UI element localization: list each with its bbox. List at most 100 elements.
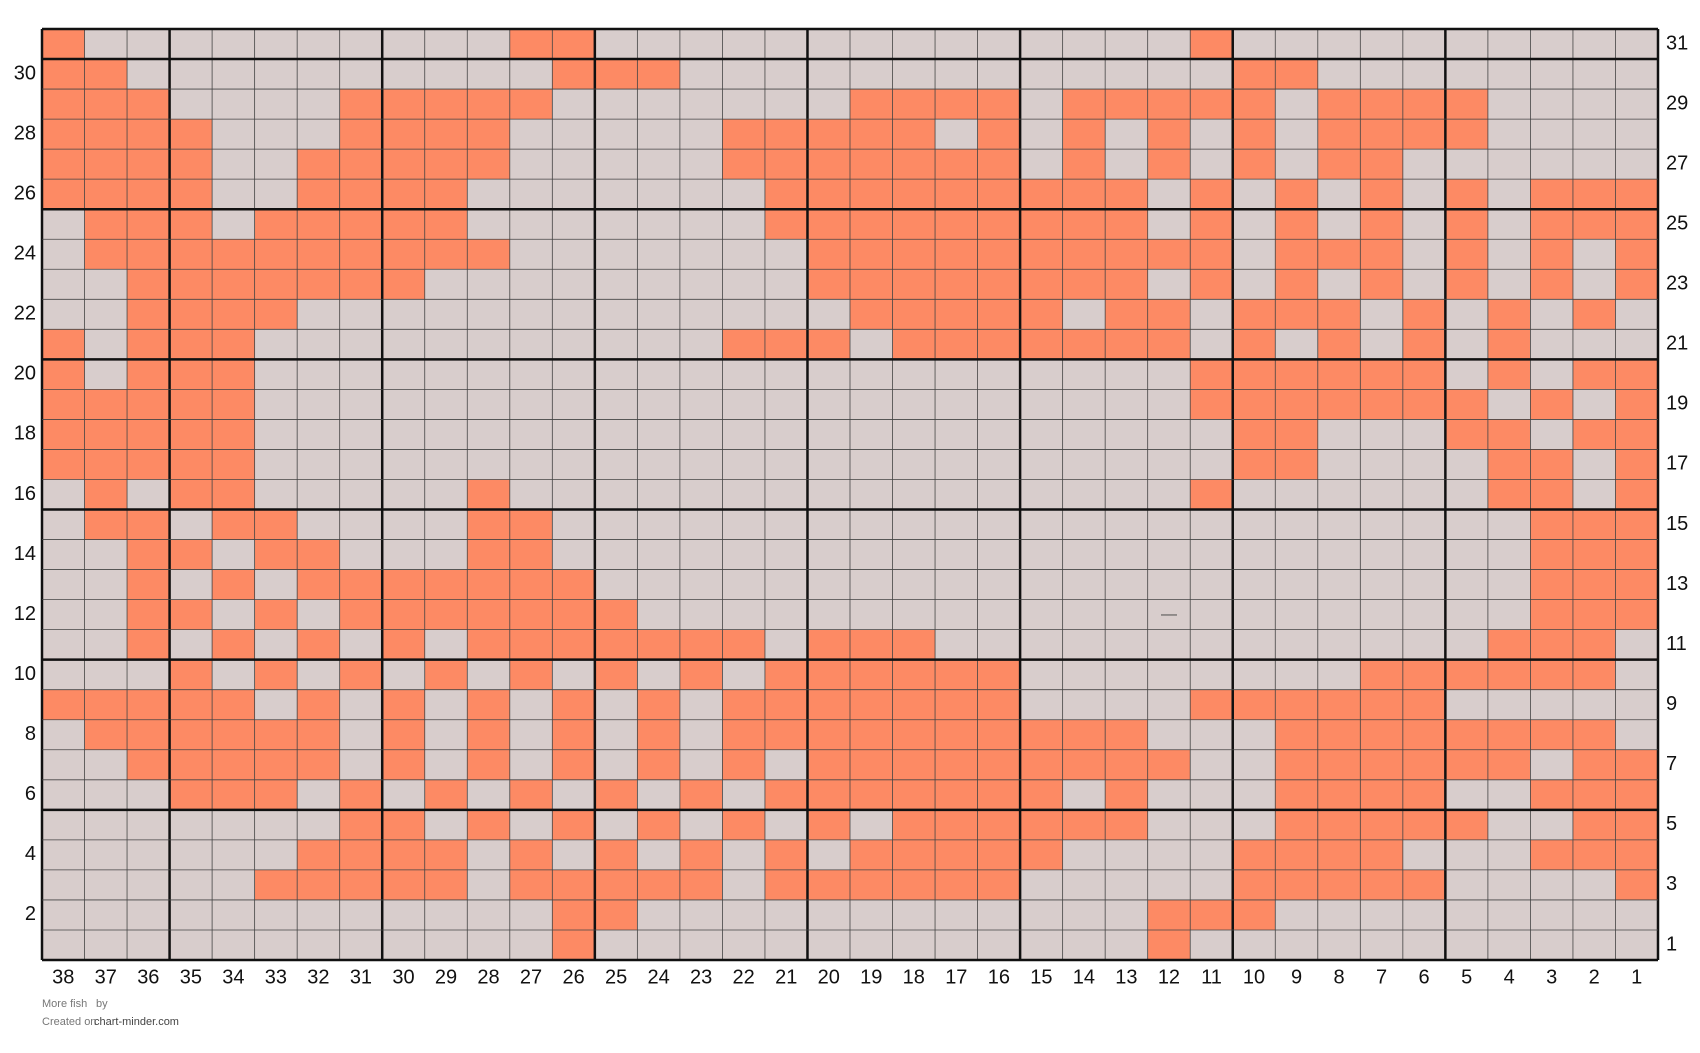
cell (679, 449, 723, 480)
cell (297, 299, 340, 330)
cell (1402, 209, 1446, 240)
cell (1360, 659, 1403, 690)
cell (339, 839, 383, 870)
cell (382, 689, 425, 720)
cell (212, 779, 255, 810)
cell (764, 119, 808, 150)
cell (467, 569, 510, 600)
cell (722, 839, 765, 870)
cell (977, 509, 1021, 540)
cell (552, 119, 595, 150)
cell (1232, 479, 1276, 510)
cell (594, 149, 638, 180)
cell (1105, 269, 1148, 300)
cell (807, 59, 850, 90)
cell (637, 509, 680, 540)
cell (297, 539, 340, 570)
cell (254, 659, 298, 690)
cell (722, 719, 765, 750)
cell (1530, 839, 1573, 870)
cell (1232, 719, 1276, 750)
cell (509, 389, 553, 420)
cell (1105, 179, 1148, 210)
cell (850, 119, 893, 150)
cell (254, 269, 298, 300)
cell (1190, 719, 1233, 750)
cell (467, 149, 510, 180)
column-label: 30 (392, 966, 414, 988)
cell (1445, 389, 1488, 420)
cell (212, 749, 255, 780)
column-label: 19 (860, 966, 882, 988)
cell (850, 209, 893, 240)
cell (594, 719, 638, 750)
cell (679, 749, 723, 780)
cell (1105, 509, 1148, 540)
cell (212, 299, 255, 330)
cell (679, 869, 723, 900)
cell (594, 809, 638, 840)
cell (1190, 749, 1233, 780)
cell (42, 119, 85, 150)
cell (552, 59, 595, 90)
cell (509, 809, 553, 840)
cell (212, 269, 255, 300)
cell (594, 449, 638, 480)
cell (1360, 239, 1403, 270)
cell (637, 149, 680, 180)
cell (1317, 389, 1361, 420)
cell (1445, 449, 1488, 480)
cell (169, 929, 213, 960)
cell (1402, 179, 1446, 210)
cell (722, 869, 765, 900)
cell (424, 449, 468, 480)
cell (169, 119, 213, 150)
cell (594, 479, 638, 510)
cell (807, 29, 850, 60)
cell (1360, 359, 1403, 390)
cell (127, 299, 170, 330)
cell (1487, 389, 1531, 420)
cell (1275, 299, 1318, 330)
cell (1232, 869, 1276, 900)
cell (467, 719, 510, 750)
cell (1105, 599, 1148, 630)
cell (1275, 269, 1318, 300)
cell (424, 599, 468, 630)
cell (552, 479, 595, 510)
cell (1360, 419, 1403, 450)
cell (467, 659, 510, 690)
cell (1317, 479, 1361, 510)
cell (212, 629, 255, 660)
cell (552, 719, 595, 750)
cell (1147, 419, 1191, 450)
cell (1190, 209, 1233, 240)
cell (84, 749, 128, 780)
cell (1062, 149, 1106, 180)
cell (1445, 89, 1488, 120)
cell (977, 599, 1021, 630)
cell (1487, 209, 1531, 240)
cell (850, 629, 893, 660)
cell (1487, 719, 1531, 750)
cell (1402, 719, 1446, 750)
cell (84, 629, 128, 660)
cell (42, 899, 85, 930)
cell (1530, 569, 1573, 600)
cell (509, 419, 553, 450)
cell (509, 929, 553, 960)
cell (84, 149, 128, 180)
cell (679, 359, 723, 390)
cell (977, 239, 1021, 270)
cell (424, 809, 468, 840)
cell (1487, 569, 1531, 600)
cell (424, 719, 468, 750)
cell (382, 659, 425, 690)
cell (764, 419, 808, 450)
cell (382, 809, 425, 840)
cell (1360, 569, 1403, 600)
cell (977, 329, 1021, 360)
cell (1062, 779, 1106, 810)
row-label: 29 (1666, 92, 1688, 114)
cell (850, 899, 893, 930)
